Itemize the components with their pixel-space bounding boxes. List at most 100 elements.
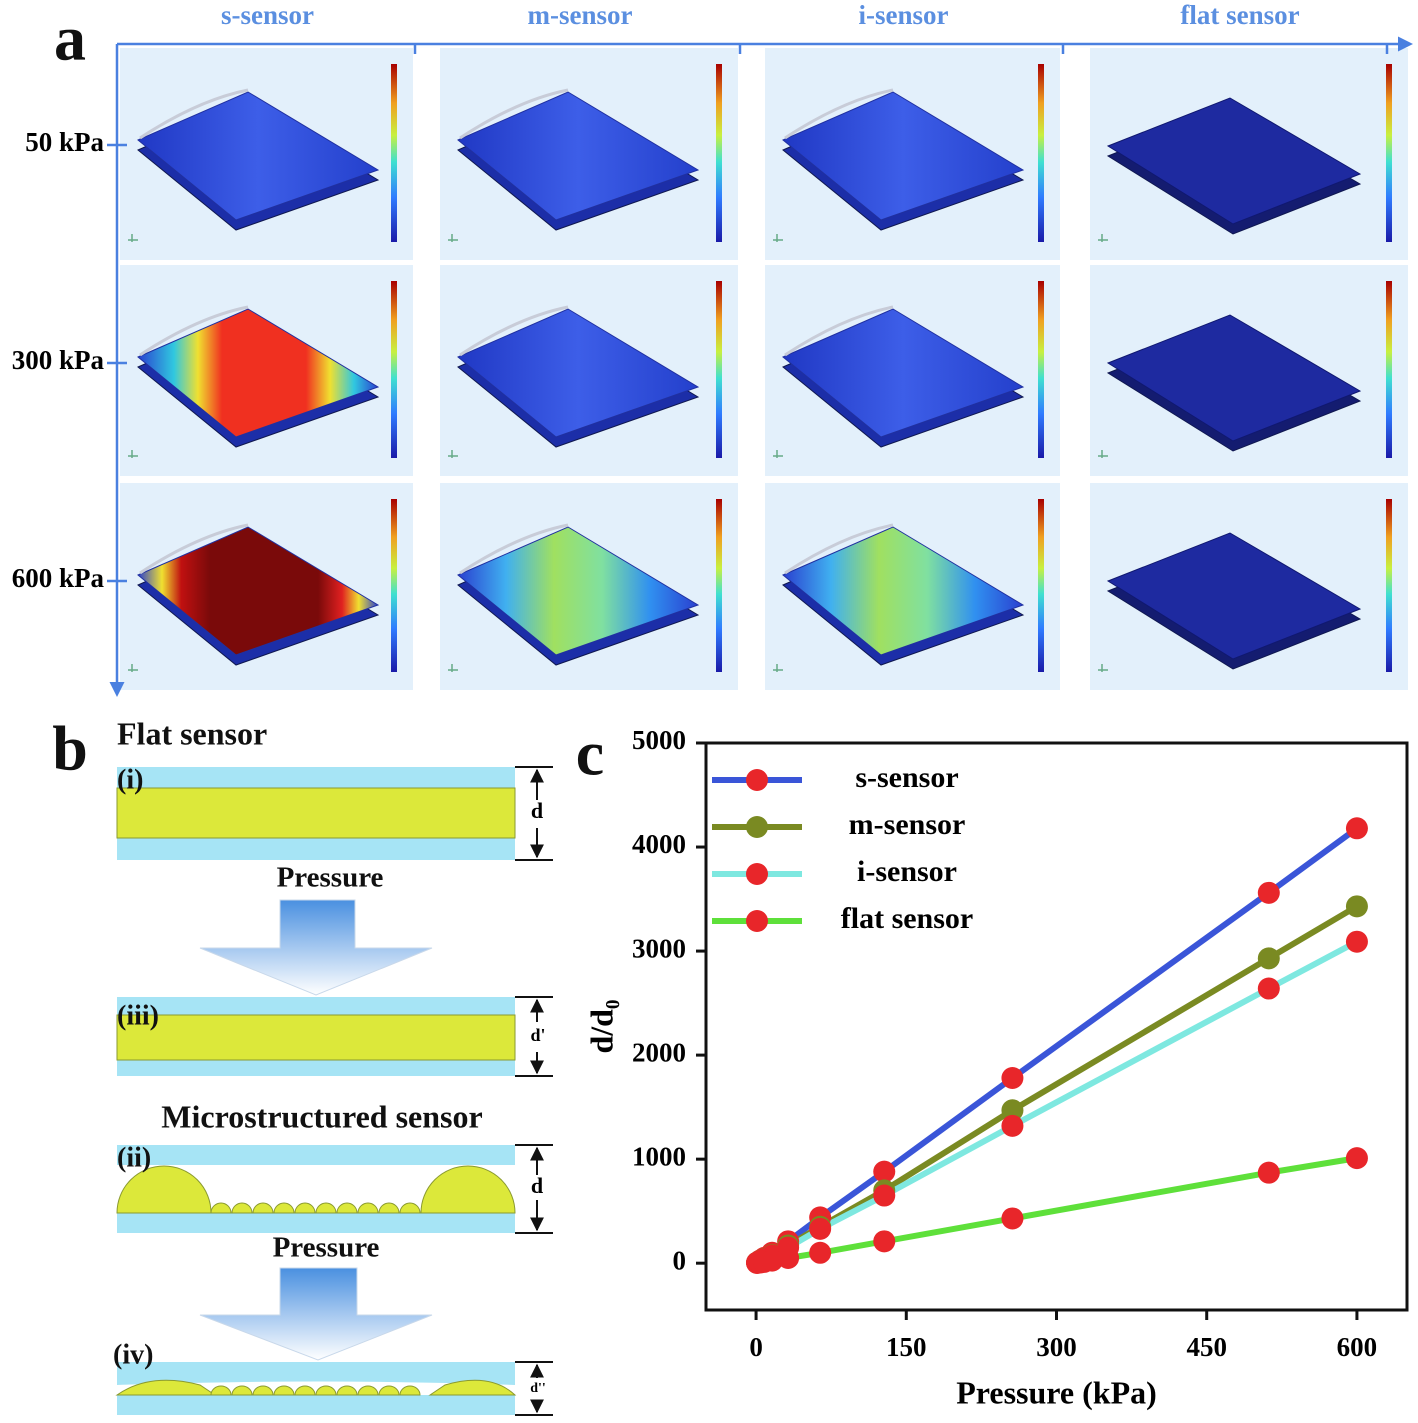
gap-label: d' <box>530 1025 545 1045</box>
bump <box>336 1385 358 1396</box>
x-tick-label: 600 <box>1337 1332 1378 1362</box>
marker <box>1257 977 1280 1000</box>
axis-icon <box>1098 234 1108 242</box>
sim-edge <box>139 523 249 575</box>
x-tick-label: 450 <box>1186 1332 1227 1362</box>
sim-edge <box>139 305 249 357</box>
axis-icon <box>773 664 783 672</box>
panel-b: b Flat sensor (i) d Pressure (iii) d' Mi… <box>52 713 553 1416</box>
step-label: (iv) <box>113 1339 153 1370</box>
marker <box>777 1246 800 1269</box>
bump <box>357 1202 379 1214</box>
sim-edge <box>139 88 249 140</box>
marker <box>1001 1207 1024 1230</box>
flat-title: Flat sensor <box>117 715 267 751</box>
sim-edge <box>459 523 569 575</box>
pressure-label: Pressure <box>277 862 384 894</box>
axis-icon <box>1098 664 1108 672</box>
legend-label: i-sensor <box>857 855 957 888</box>
marker <box>809 1241 832 1264</box>
colorbar <box>391 499 397 672</box>
bump <box>273 1385 295 1396</box>
y-axis-label: d/d₀ <box>583 999 619 1053</box>
layer <box>116 787 516 839</box>
marker <box>1001 1099 1024 1122</box>
x-tick-label: 150 <box>886 1332 927 1362</box>
colorbar <box>716 281 722 458</box>
step-label: (ii) <box>117 1142 151 1173</box>
marker <box>873 1230 896 1253</box>
axis-icon <box>128 234 138 242</box>
bump <box>294 1202 316 1214</box>
gap-label: d'' <box>530 1381 546 1396</box>
bump <box>210 1202 232 1214</box>
bump <box>357 1385 379 1396</box>
axis-icon <box>448 450 458 458</box>
colorbar <box>1038 499 1044 672</box>
sim-slab <box>782 526 1025 656</box>
marker <box>1345 930 1368 953</box>
pressure-label: Pressure <box>273 1232 380 1264</box>
bump <box>378 1202 400 1214</box>
layer <box>116 1014 516 1061</box>
y-tick-label: 1000 <box>632 1141 686 1171</box>
gap-label: d <box>531 1173 543 1198</box>
sim-slab <box>1106 314 1362 442</box>
bump <box>231 1385 253 1396</box>
legend-marker <box>746 816 768 838</box>
colorbar <box>391 64 397 242</box>
marker <box>1257 881 1280 904</box>
sim-slab <box>457 526 700 656</box>
sim-slab <box>782 308 1025 438</box>
row-label: 50 kPa <box>25 127 104 157</box>
panel-label: c <box>576 718 604 789</box>
legend-marker <box>746 863 768 885</box>
column-label: i-sensor <box>859 0 949 30</box>
axis-icon <box>1098 450 1108 458</box>
bump <box>252 1202 274 1214</box>
layer <box>117 1362 515 1385</box>
colorbar <box>1038 64 1044 242</box>
colorbar <box>391 281 397 458</box>
marker <box>1001 1114 1024 1137</box>
marker <box>809 1217 832 1240</box>
pressure-arrow <box>199 899 433 996</box>
sim-edge <box>459 88 569 140</box>
sim-slab <box>137 91 380 221</box>
legend-label: s-sensor <box>855 761 958 794</box>
axis-icon <box>448 664 458 672</box>
column-label: flat sensor <box>1180 0 1299 30</box>
bump <box>399 1202 421 1214</box>
microstructures <box>115 1379 517 1396</box>
row-label: 600 kPa <box>12 563 105 593</box>
pressure-arrow <box>199 1267 433 1361</box>
x-tick-label: 0 <box>749 1332 763 1362</box>
sim-edge <box>784 88 894 140</box>
step-label: (i) <box>117 764 143 795</box>
y-tick-label: 2000 <box>632 1037 686 1067</box>
panel-label: a <box>54 3 86 74</box>
sim-slab <box>1106 97 1362 225</box>
marker <box>1257 1161 1280 1184</box>
sim-slab <box>782 91 1025 221</box>
bump <box>273 1202 295 1214</box>
bump <box>378 1385 400 1396</box>
axis-icon <box>128 664 138 672</box>
bump <box>210 1385 232 1396</box>
micro-title: Microstructured sensor <box>161 1098 482 1134</box>
layer <box>117 1213 515 1233</box>
panel-c: c 0 150 300 450 600 0 1000 2000 3000 4000 5000 Pres… <box>576 718 1409 1410</box>
sim-edge <box>784 305 894 357</box>
sim-slab <box>137 526 380 656</box>
marker <box>1001 1066 1024 1089</box>
legend-label: flat sensor <box>841 902 973 935</box>
sim-slab <box>1106 532 1362 660</box>
microstructures <box>210 1385 421 1396</box>
bump <box>315 1385 337 1396</box>
x-axis-label: Pressure (kPa) <box>956 1374 1157 1410</box>
colorbar <box>1386 281 1392 458</box>
legend-marker <box>746 769 768 791</box>
bump <box>231 1202 253 1214</box>
row-label: 300 kPa <box>12 345 105 375</box>
